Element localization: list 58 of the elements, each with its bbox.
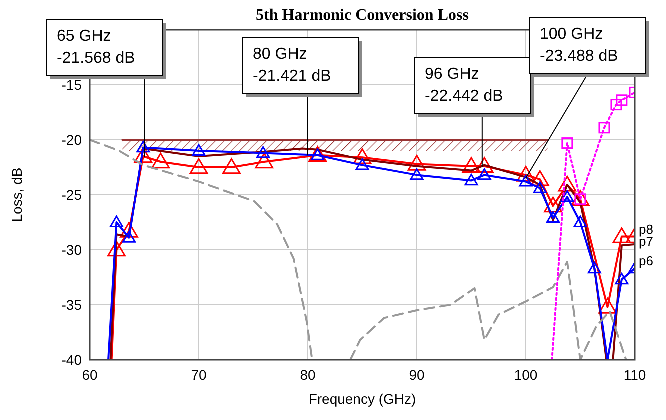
y-tick-label: -30 xyxy=(62,242,82,258)
point xyxy=(562,138,574,150)
annotation: 80 GHz -21.421 dB xyxy=(253,46,332,85)
x-tick-label: 60 xyxy=(82,367,98,383)
point xyxy=(108,240,126,257)
point xyxy=(464,174,478,186)
point xyxy=(558,176,577,192)
y-axis-title: Loss, dB xyxy=(9,168,25,222)
y-tick-label: -15 xyxy=(62,77,82,93)
point xyxy=(356,158,370,170)
annotation: 96 GHz -22.442 dB xyxy=(425,66,504,105)
point xyxy=(588,262,602,274)
point xyxy=(120,222,138,238)
point xyxy=(134,147,153,164)
annotation: 65 GHz -21.568 dB xyxy=(57,28,136,67)
point xyxy=(192,144,206,156)
point xyxy=(546,211,560,224)
point xyxy=(598,122,610,134)
point xyxy=(571,190,590,206)
point xyxy=(574,216,588,228)
x-tick-label: 80 xyxy=(300,367,316,383)
point xyxy=(462,157,481,174)
x-tick-label: 110 xyxy=(624,367,646,383)
point xyxy=(533,182,547,194)
chart-title: 5th Harmonic Conversion Loss xyxy=(256,7,469,24)
point xyxy=(256,146,270,158)
point xyxy=(616,94,628,106)
x-tick-label: 100 xyxy=(514,367,538,383)
y-tick-label: -20 xyxy=(62,132,82,148)
point xyxy=(516,166,536,182)
point xyxy=(222,158,241,174)
point xyxy=(122,231,136,243)
point xyxy=(190,158,208,174)
point xyxy=(255,152,274,169)
point xyxy=(152,152,170,169)
point xyxy=(615,272,629,285)
point xyxy=(110,216,124,228)
point xyxy=(544,196,562,213)
point xyxy=(519,175,533,187)
point xyxy=(612,228,632,244)
y-tick-label: -35 xyxy=(62,297,82,313)
point xyxy=(410,168,424,180)
point xyxy=(531,170,550,186)
x-axis-title: Frequency (GHz) xyxy=(308,391,416,407)
point xyxy=(353,148,372,164)
point xyxy=(475,157,494,174)
x-tick-label: 70 xyxy=(191,367,207,383)
y-tick-label: -25 xyxy=(62,187,82,203)
x-tick-label: 90 xyxy=(409,367,425,383)
point xyxy=(598,298,617,314)
point xyxy=(408,155,426,171)
annotation: 100 GHz -23.488 dB xyxy=(540,26,618,65)
point xyxy=(560,190,574,202)
series-label: p6 xyxy=(639,254,654,269)
y-tick-label: -40 xyxy=(62,352,82,368)
point xyxy=(610,99,622,111)
point xyxy=(136,140,150,153)
point xyxy=(478,168,492,180)
